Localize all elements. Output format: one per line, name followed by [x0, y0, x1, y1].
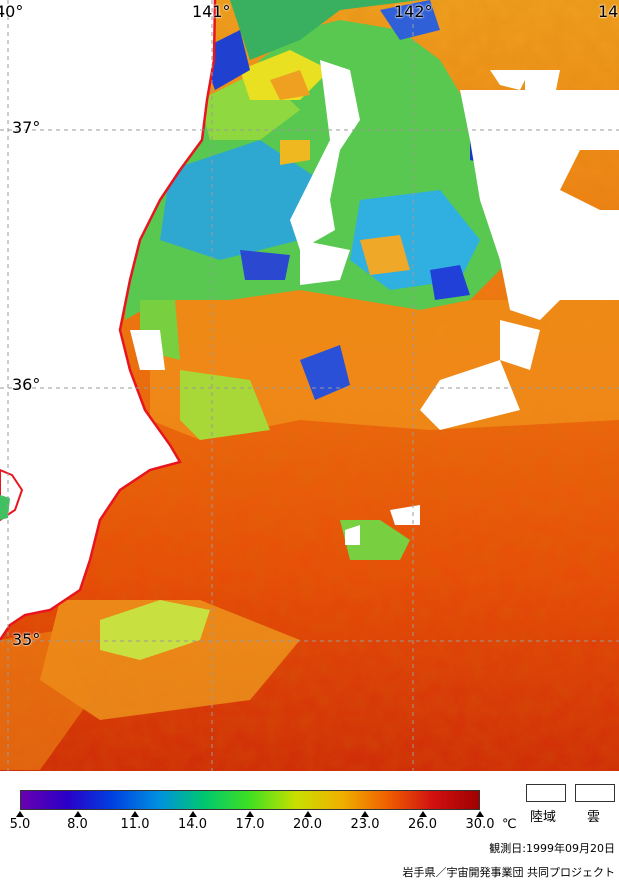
colorbar-tick-label: 20.0	[293, 817, 322, 832]
colorbar-tick	[418, 811, 427, 817]
colorbar-tick	[361, 811, 369, 817]
colorbar-tick-label: 23.0	[350, 817, 380, 832]
temperature-colorbar	[20, 790, 480, 810]
coastline	[0, 0, 217, 641]
legend-land-label: 陸域	[530, 810, 557, 825]
legend-cloud-label: 雲	[587, 810, 601, 825]
lon-label-142: 142°	[394, 2, 433, 21]
lat-label-35: 35°	[12, 630, 41, 649]
colorbar-tick	[476, 811, 484, 817]
lon-label-141: 141°	[192, 2, 231, 21]
colorbar-tick-label: 17.0	[235, 817, 265, 832]
lon-label-140: 40°	[0, 2, 24, 21]
lon-label-143: 14	[598, 2, 619, 21]
legend-land-swatch	[526, 784, 566, 802]
colorbar-tick-label: 14.0	[178, 817, 207, 832]
cool-waters	[125, 0, 520, 440]
colorbar-tick	[303, 811, 312, 817]
colorbar-unit: ℃	[502, 817, 517, 832]
credit-line: 岩手県／宇宙開発事業団 共同プロジェクト	[402, 866, 616, 879]
colorbar-tick-label: 26.0	[408, 817, 437, 832]
colorbar-tick-label: 30.0	[465, 817, 495, 832]
colorbar-tick	[188, 811, 197, 817]
lat-label-36: 36°	[12, 375, 41, 394]
warm-patches	[0, 280, 619, 770]
lat-label-37: 37°	[12, 118, 41, 137]
colorbar-tick	[16, 811, 24, 817]
cloud-areas	[130, 60, 619, 545]
colorbar-tick-label: 11.0	[120, 817, 150, 832]
colorbar-tick	[246, 811, 254, 817]
colorbar-tick	[73, 811, 82, 817]
honshu-land	[0, 0, 215, 640]
colorbar-tick	[131, 811, 139, 817]
sea-surface-temperature-map	[0, 0, 619, 771]
colorbar-tick-label: 8.0	[67, 817, 88, 832]
graticule	[0, 0, 619, 771]
colorbar-tick-label: 5.0	[9, 817, 31, 832]
observation-date: 観測日:1999年09月20日	[489, 842, 615, 855]
legend-cloud-swatch	[575, 784, 615, 802]
